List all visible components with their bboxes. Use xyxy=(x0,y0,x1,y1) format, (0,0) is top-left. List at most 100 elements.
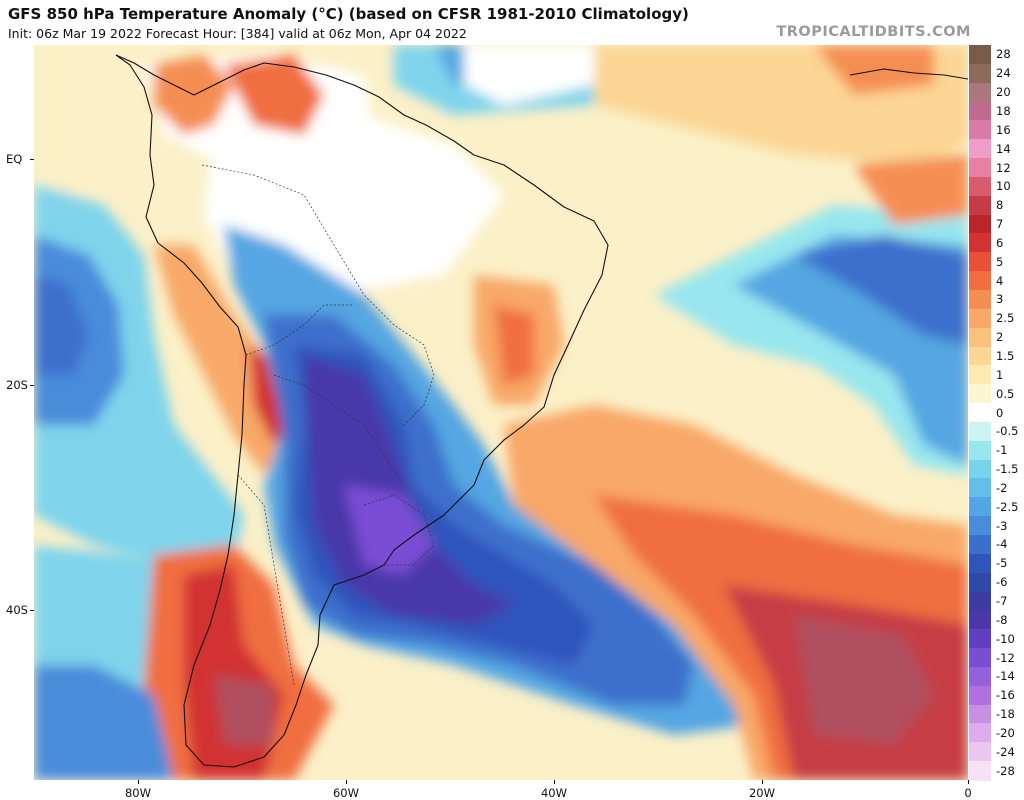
lon-label-0: 0 xyxy=(964,786,972,800)
colorbar-label: 0 xyxy=(996,405,1004,420)
colorbar-segment xyxy=(969,384,991,404)
colorbar-label: 20 xyxy=(996,85,1011,100)
coastline-africa xyxy=(849,68,968,80)
colorbar-segment xyxy=(969,440,991,461)
border-uruguay xyxy=(363,494,435,566)
colorbar-label: 2.5 xyxy=(996,311,1015,326)
colorbar-label: -10 xyxy=(996,631,1015,646)
colorbar-segment xyxy=(969,346,991,366)
colorbar-label: 28 xyxy=(996,47,1011,62)
colorbar-segment xyxy=(969,139,991,159)
border-bolivia-paraguay xyxy=(273,374,405,486)
colorbar-label: 16 xyxy=(996,122,1011,137)
anomaly-hot-brazil xyxy=(494,305,534,385)
anomaly-coldest-core xyxy=(304,355,514,625)
colorbar-segment xyxy=(969,666,991,687)
lon-label-60w: 60W xyxy=(332,786,360,800)
lon-tick-0 xyxy=(968,780,969,784)
colorbar-label: -20 xyxy=(996,725,1015,740)
colorbar-label: -5 xyxy=(996,556,1008,571)
colorbar-label: -3 xyxy=(996,518,1008,533)
anomaly-warm-andes xyxy=(154,245,284,475)
lat-label-eq: EQ xyxy=(6,152,23,166)
colorbar-segment xyxy=(969,214,991,235)
anomaly-field xyxy=(34,45,968,780)
anomaly-cold-southwest xyxy=(34,665,174,780)
lat-tick-40s xyxy=(30,610,34,611)
colorbar-label: -16 xyxy=(996,688,1015,703)
anomaly-warm-gulf-guinea xyxy=(854,155,968,225)
colorbar-segment xyxy=(969,648,991,668)
colorbar-label: -6 xyxy=(996,575,1008,590)
colorbar-label: 24 xyxy=(996,66,1011,81)
lat-tick-eq xyxy=(30,159,34,160)
colorbar-segment xyxy=(969,45,991,65)
lat-tick-20s xyxy=(30,385,34,386)
map-title: GFS 850 hPa Temperature Anomaly (°C) (ba… xyxy=(8,5,689,23)
colorbar-segment xyxy=(969,704,991,725)
colorbar-segment xyxy=(969,610,991,630)
lon-label-40w: 40W xyxy=(540,786,568,800)
colorbar-segment xyxy=(969,290,991,310)
colorbar-segment xyxy=(969,308,991,329)
colorbar-label: -12 xyxy=(996,650,1015,665)
colorbar-label: 8 xyxy=(996,198,1004,213)
colorbar-segment xyxy=(969,459,991,480)
colorbar-segment xyxy=(969,271,991,291)
colorbar-segment xyxy=(969,572,991,593)
colorbar-label: 18 xyxy=(996,103,1011,118)
colorbar-label: -0.5 xyxy=(996,424,1019,439)
colorbar-label: -2 xyxy=(996,480,1008,495)
colorbar-label: -2.5 xyxy=(996,499,1019,514)
colorbar-segment xyxy=(969,176,991,197)
anomaly-warm-colombia xyxy=(224,55,324,135)
colorbar-label: -1.5 xyxy=(996,462,1019,477)
colorbar-segment xyxy=(969,497,991,517)
colorbar-segment xyxy=(969,761,991,781)
anomaly-cold-pacific-core xyxy=(34,275,89,375)
lon-label-80w: 80W xyxy=(124,786,152,800)
colorbar-label: -8 xyxy=(996,612,1008,627)
lon-tick-80w xyxy=(138,780,139,784)
colorbar-label: 14 xyxy=(996,141,1011,156)
colorbar-label: 3 xyxy=(996,292,1004,307)
colorbar-segment xyxy=(969,82,991,103)
colorbar-label: 0.5 xyxy=(996,386,1015,401)
colorbar-segment xyxy=(969,327,991,348)
colorbar-segment xyxy=(969,120,991,140)
border-peru-bolivia xyxy=(245,304,354,356)
anomaly-map xyxy=(34,45,968,780)
colorbar-segment xyxy=(969,252,991,272)
colorbar-label: -1 xyxy=(996,443,1008,458)
border-chile-argentina xyxy=(237,474,295,686)
colorbar-label: 10 xyxy=(996,179,1011,194)
colorbar-segment xyxy=(969,421,991,442)
colorbar-label: 1.5 xyxy=(996,348,1015,363)
country-borders xyxy=(201,164,435,686)
colorbar-label: -18 xyxy=(996,707,1015,722)
colorbar-label: 2 xyxy=(996,330,1004,345)
colorbar-label: -24 xyxy=(996,744,1015,759)
colorbar-label: 1 xyxy=(996,367,1004,382)
lon-tick-20w xyxy=(762,780,763,784)
colorbar-segment xyxy=(969,685,991,706)
colorbar-segment xyxy=(969,478,991,498)
colorbar-segment xyxy=(969,742,991,762)
colorbar-segment xyxy=(969,403,991,423)
colorbar-label: 4 xyxy=(996,273,1004,288)
lat-label-40s: 40S xyxy=(6,603,28,617)
anomaly-neutral-atlantic xyxy=(464,45,594,105)
border-brazil-west xyxy=(201,164,435,426)
colorbar-label: -7 xyxy=(996,593,1008,608)
forecast-info: Init: 06z Mar 19 2022 Forecast Hour: [38… xyxy=(8,26,467,41)
lon-tick-40w xyxy=(554,780,555,784)
anomaly-hottest-patagonia xyxy=(214,675,274,745)
anomaly-coldest-center xyxy=(344,485,434,575)
lon-tick-60w xyxy=(346,780,347,784)
anomaly-warmer-atlantic-north xyxy=(814,45,934,95)
lat-label-20s: 20S xyxy=(6,378,28,392)
colorbar-segment xyxy=(969,591,991,611)
lon-label-20w: 20W xyxy=(748,786,776,800)
colorbar-segment xyxy=(969,535,991,555)
colorbar-label: -28 xyxy=(996,763,1015,778)
